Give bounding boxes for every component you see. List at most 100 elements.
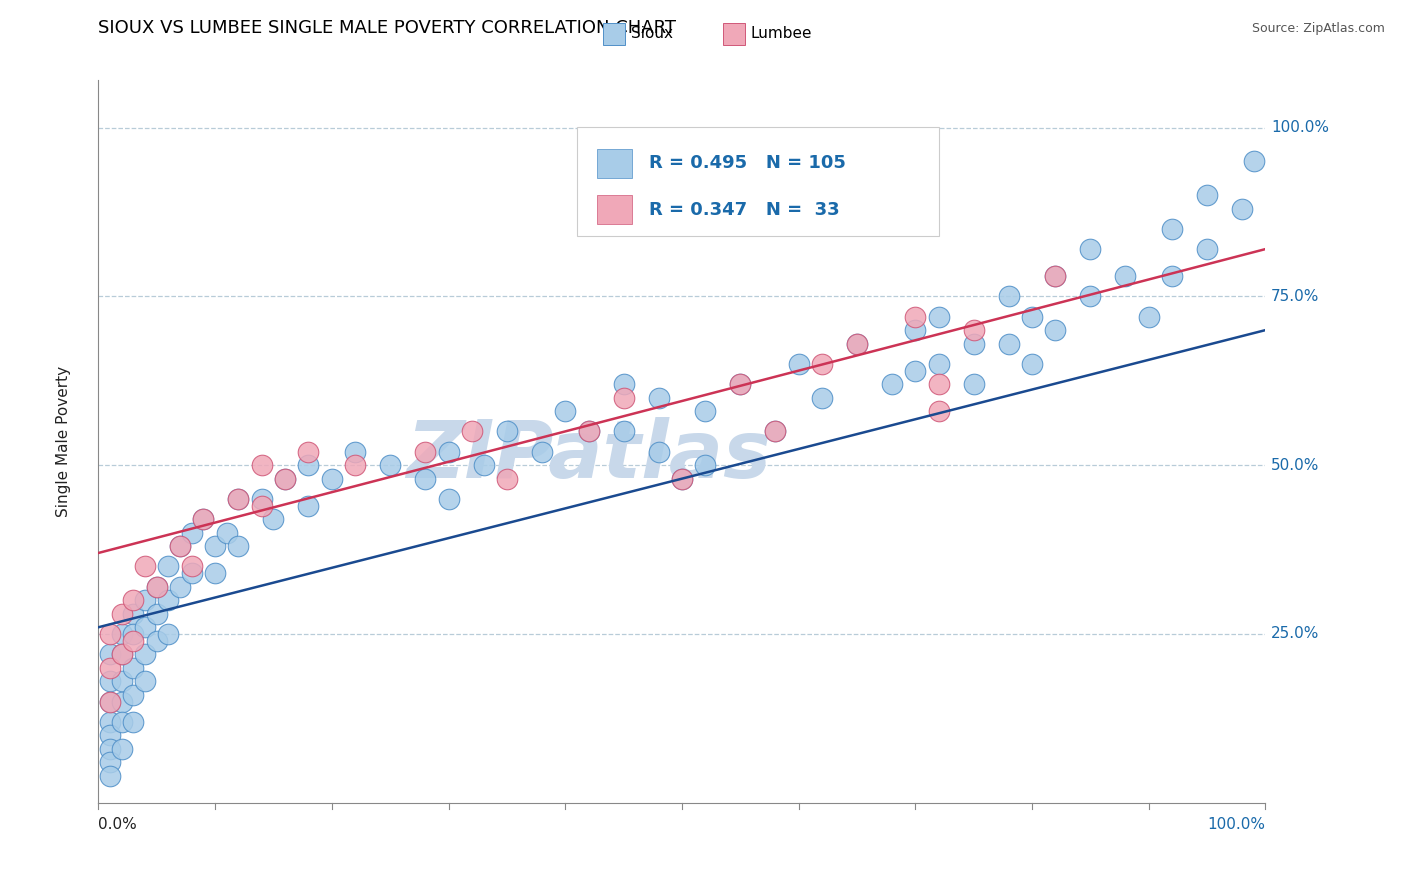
Point [413, 444, 436, 458]
Point [647, 444, 669, 458]
Point [98, 769, 121, 783]
Point [111, 694, 134, 708]
Point [98, 756, 121, 770]
Point [1195, 242, 1218, 256]
Point [262, 512, 284, 526]
Point [997, 289, 1019, 303]
Point [321, 472, 343, 486]
Text: R = 0.495   N = 105: R = 0.495 N = 105 [650, 154, 846, 172]
Point [98, 714, 121, 729]
Point [437, 491, 460, 506]
Point [215, 525, 238, 540]
Point [962, 377, 984, 392]
Point [928, 310, 950, 324]
Point [1080, 242, 1102, 256]
Point [122, 661, 145, 675]
Point [98, 728, 121, 742]
Point [962, 336, 984, 351]
Point [146, 607, 169, 621]
Point [228, 539, 250, 553]
Point [297, 444, 319, 458]
Point [157, 593, 180, 607]
Point [763, 425, 786, 439]
Point [122, 607, 145, 621]
Point [671, 472, 693, 486]
Text: 100.0%: 100.0% [1208, 817, 1265, 832]
Point [228, 491, 250, 506]
Point [904, 310, 927, 324]
Point [98, 694, 121, 708]
Point [962, 323, 984, 337]
Point [613, 425, 636, 439]
Point [472, 458, 495, 472]
Point [1161, 222, 1184, 236]
Text: 75.0%: 75.0% [1271, 289, 1320, 304]
Text: Lumbee: Lumbee [751, 27, 813, 42]
Point [1161, 269, 1184, 284]
Point [180, 559, 202, 574]
Point [1045, 269, 1067, 284]
Point [730, 377, 752, 392]
Point [111, 741, 134, 756]
Point [228, 491, 250, 506]
Text: SIOUX VS LUMBEE SINGLE MALE POVERTY CORRELATION CHART: SIOUX VS LUMBEE SINGLE MALE POVERTY CORR… [98, 19, 676, 37]
Text: 100.0%: 100.0% [1271, 120, 1329, 135]
Point [180, 566, 202, 581]
Point [380, 458, 402, 472]
Text: R = 0.347   N =  33: R = 0.347 N = 33 [650, 201, 839, 219]
Point [695, 458, 717, 472]
Point [1243, 154, 1265, 169]
Point [811, 391, 834, 405]
Text: ZIPatlas: ZIPatlas [406, 417, 770, 495]
Point [111, 627, 134, 641]
Text: Single Male Poverty: Single Male Poverty [56, 366, 70, 517]
Point [122, 627, 145, 641]
Point [928, 377, 950, 392]
Point [413, 472, 436, 486]
Text: 25.0%: 25.0% [1271, 626, 1320, 641]
Point [122, 593, 145, 607]
Point [344, 458, 367, 472]
Point [1045, 269, 1067, 284]
Point [787, 357, 810, 371]
Point [111, 647, 134, 661]
Point [169, 539, 191, 553]
Point [146, 633, 169, 648]
Bar [596, 195, 631, 224]
Point [134, 593, 156, 607]
Point [997, 336, 1019, 351]
Point [111, 714, 134, 729]
Point [811, 357, 834, 371]
Point [496, 425, 519, 439]
Point [1021, 357, 1043, 371]
Point [204, 539, 226, 553]
Point [169, 580, 191, 594]
Point [122, 714, 145, 729]
Point [180, 525, 202, 540]
Point [274, 472, 297, 486]
Point [530, 444, 553, 458]
Point [671, 472, 693, 486]
Point [98, 647, 121, 661]
Point [695, 404, 717, 418]
Point [578, 425, 600, 439]
Point [250, 458, 273, 472]
Point [437, 444, 460, 458]
Point [193, 512, 215, 526]
Bar [603, 23, 626, 45]
Point [98, 694, 121, 708]
Point [846, 336, 869, 351]
Point [730, 377, 752, 392]
Text: Source: ZipAtlas.com: Source: ZipAtlas.com [1251, 22, 1385, 36]
Point [578, 425, 600, 439]
Point [157, 559, 180, 574]
Point [134, 647, 156, 661]
Point [1230, 202, 1253, 216]
Point [134, 559, 156, 574]
Point [1045, 323, 1067, 337]
Point [1080, 289, 1102, 303]
Bar [596, 149, 631, 178]
Point [169, 539, 191, 553]
Point [204, 566, 226, 581]
Point [297, 499, 319, 513]
